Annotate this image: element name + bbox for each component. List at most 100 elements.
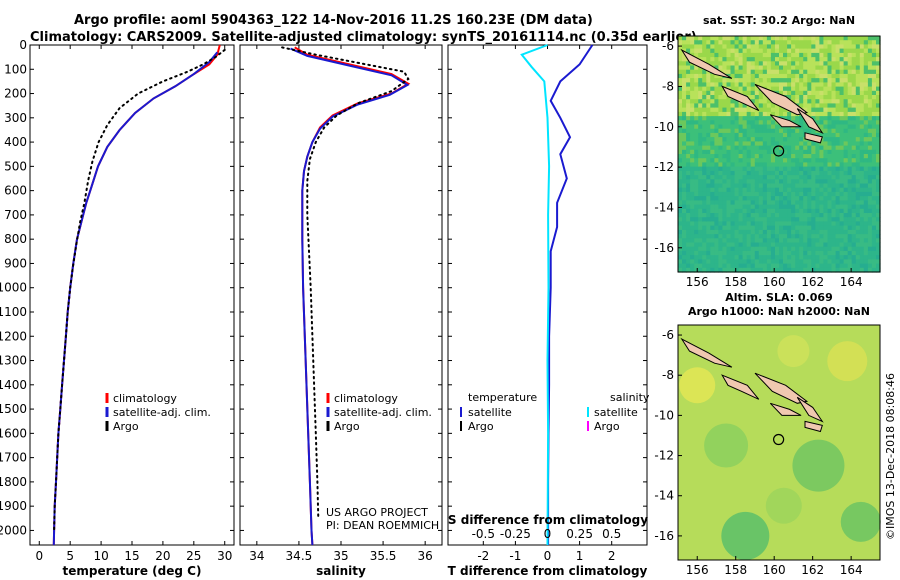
- depth-tick-label: 600: [4, 184, 27, 198]
- temperature-legend-label: climatology: [113, 392, 177, 405]
- map-y-tick-label: -16: [654, 529, 674, 543]
- x-tick-label: 10: [93, 549, 108, 563]
- map-y-tick-label: -8: [662, 368, 674, 382]
- diff-sal-legend-label: Argo: [594, 420, 620, 433]
- map-x-tick-label: 160: [763, 275, 786, 289]
- sla-anomaly-patch: [777, 335, 810, 368]
- island-shape: [769, 402, 802, 416]
- island-shape: [680, 337, 733, 368]
- depth-tick-label: 800: [4, 232, 27, 246]
- diff-secondary-tick-label: -0.25: [500, 527, 531, 541]
- diff-legend-temperature-title: temperature: [468, 391, 537, 404]
- map-x-tick-label: 158: [724, 275, 747, 289]
- diff-secondary-tick-label: 0.5: [602, 527, 621, 541]
- island-shape: [680, 48, 733, 79]
- diff-secondary-tick-label: 0.25: [566, 527, 593, 541]
- island-shape: [804, 420, 823, 433]
- sla-anomaly-patch: [827, 341, 868, 382]
- map-x-tick-label: 162: [801, 563, 824, 577]
- profile-location-marker: [773, 145, 785, 157]
- depth-tick-label: 500: [4, 159, 27, 173]
- salinity-panel-frame: [239, 44, 443, 546]
- map-x-tick-label: 160: [763, 563, 786, 577]
- depth-tick-label: 200: [4, 87, 27, 101]
- map-y-tick-label: -6: [662, 328, 674, 342]
- pi-annotation: PI: DEAN ROEMMICH: [326, 519, 439, 532]
- series-satellite-adj--clim-: [52, 51, 219, 546]
- sla-map-field: [678, 325, 881, 560]
- temperature-legend-label: Argo: [113, 420, 139, 433]
- depth-tick-label: 1000: [0, 281, 27, 295]
- depth-tick-label: 1600: [0, 426, 27, 440]
- depth-tick-label: 1800: [0, 475, 27, 489]
- depth-tick-label: 1900: [0, 499, 27, 513]
- timestamp-watermark: ©IMOS 13-Dec-2018 08:08:46: [884, 373, 897, 540]
- diff-temp-legend-label: satellite: [468, 406, 512, 419]
- sla-anomaly-patch: [679, 367, 716, 404]
- island-shape: [796, 396, 824, 423]
- depth-tick-label: 300: [4, 111, 27, 125]
- sla-anomaly-patch: [840, 501, 881, 542]
- x-tick-label: 15: [124, 549, 139, 563]
- x-axis-label: salinity: [316, 564, 366, 578]
- map-x-tick-label: 156: [686, 563, 709, 577]
- sla-anomaly-patch: [721, 511, 770, 560]
- sla-map-frame: [677, 324, 881, 561]
- diff-secondary-tick-label: -0.5: [472, 527, 495, 541]
- x-tick-label: -1: [509, 549, 521, 563]
- x-axis-label: T difference from climatology: [448, 564, 648, 578]
- map-x-tick-label: 158: [724, 563, 747, 577]
- island-shape: [804, 132, 823, 144]
- map-y-tick-label: -12: [654, 449, 674, 463]
- series-argo: [53, 48, 226, 532]
- x-axis-label: temperature (deg C): [63, 564, 202, 578]
- x-tick-label: 20: [155, 549, 170, 563]
- map-x-tick-label: 156: [686, 275, 709, 289]
- map-y-tick-label: -6: [662, 39, 674, 53]
- map-y-tick-label: -12: [654, 160, 674, 174]
- series-satellite-adj--clim-: [290, 47, 410, 546]
- profile-location-marker: [773, 433, 785, 446]
- depth-tick-label: 1400: [0, 378, 27, 392]
- map-y-tick-label: -16: [654, 241, 674, 255]
- series-climatology: [52, 44, 221, 546]
- depth-tick-label: 1300: [0, 354, 27, 368]
- salinity-legend-label: climatology: [334, 392, 398, 405]
- sla-map-title-line2: Argo h1000: NaN h2000: NaN: [688, 305, 870, 318]
- depth-tick-label: 1200: [0, 329, 27, 343]
- salinity-legend-label: Argo: [334, 420, 360, 433]
- island-shape: [769, 114, 802, 128]
- x-tick-label: 5: [66, 549, 74, 563]
- depth-tick-label: 1100: [0, 305, 27, 319]
- x-tick-label: 35: [333, 549, 348, 563]
- depth-tick-label: 900: [4, 256, 27, 270]
- island-shape: [721, 374, 760, 400]
- series-salinity-satellite: [520, 44, 551, 546]
- x-tick-label: 30: [217, 549, 232, 563]
- diff-legend-salinity-title: salinity: [610, 391, 650, 404]
- x-tick-label: 34.5: [286, 549, 313, 563]
- depth-tick-label: 0: [19, 38, 27, 52]
- x-tick-label: 0: [35, 549, 43, 563]
- sla-map-title-line1: Altim. SLA: 0.069: [725, 291, 832, 304]
- sst-map-frame: [677, 35, 881, 273]
- x-tick-label: 2: [608, 549, 616, 563]
- x-tick-label: 0: [544, 549, 552, 563]
- depth-tick-label: 2000: [0, 523, 27, 537]
- sst-map-field: [678, 36, 881, 273]
- x-tick-label: 36: [418, 549, 433, 563]
- sla-anomaly-patch: [792, 439, 845, 492]
- x-tick-label: 1: [576, 549, 584, 563]
- x-tick-label: 25: [186, 549, 201, 563]
- map-y-tick-label: -14: [654, 489, 674, 503]
- depth-tick-label: 1500: [0, 402, 27, 416]
- depth-tick-label: 1700: [0, 451, 27, 465]
- island-shape: [796, 108, 824, 134]
- salinity-legend-label: satellite-adj. clim.: [334, 406, 432, 419]
- map-x-tick-label: 164: [840, 275, 863, 289]
- map-y-tick-label: -14: [654, 200, 674, 214]
- project-annotation: US ARGO PROJECT: [326, 506, 428, 519]
- page-title-line1: Argo profile: aoml 5904363_122 14-Nov-20…: [74, 13, 593, 28]
- diff-secondary-tick-label: 0: [544, 527, 552, 541]
